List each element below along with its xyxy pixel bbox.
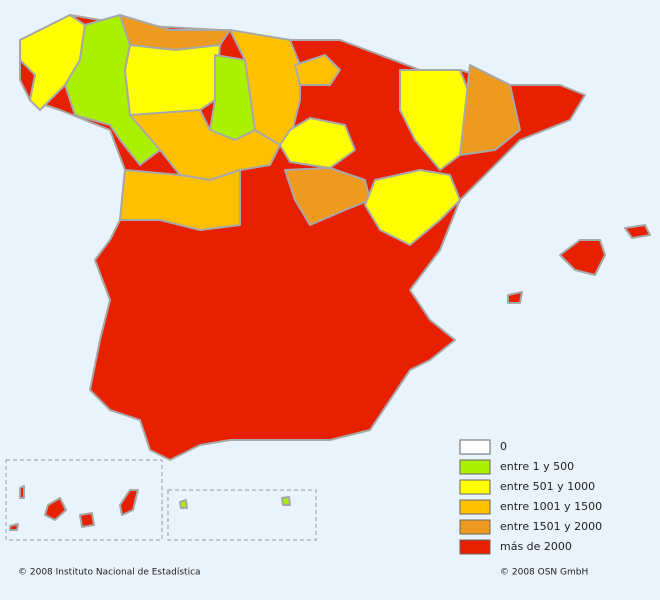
- legend-swatch: [459, 479, 491, 495]
- credit: © 2008 Instituto Nacional de Estadística: [18, 568, 201, 578]
- legend-label: 0: [500, 440, 507, 453]
- province: [119, 169, 241, 231]
- province: [284, 167, 371, 226]
- credit: © 2008 OSN GmbH: [500, 568, 588, 578]
- island: [9, 523, 19, 531]
- island: [507, 291, 523, 304]
- island: [19, 485, 25, 499]
- inset-frame: [167, 489, 317, 541]
- province: [124, 44, 221, 116]
- province: [294, 54, 341, 86]
- legend-swatch: [459, 439, 491, 455]
- legend-swatch: [459, 459, 491, 475]
- province: [399, 69, 471, 171]
- province: [279, 117, 356, 169]
- island: [281, 496, 291, 506]
- island: [179, 499, 188, 509]
- island: [624, 224, 651, 239]
- legend: 0 entre 1 y 500 entre 501 y 1000 entre 1001…: [459, 439, 602, 555]
- legend-label: entre 1001 y 1500: [500, 500, 602, 513]
- legend-label: más de 2000: [500, 540, 572, 553]
- province: [129, 109, 281, 181]
- province: [364, 169, 461, 246]
- legend-swatch: [459, 499, 491, 515]
- island: [559, 239, 606, 276]
- legend-label: entre 501 y 1000: [500, 480, 595, 493]
- inset-frame: [5, 459, 163, 541]
- legend-label: entre 1501 y 2000: [500, 520, 602, 533]
- legend-label: entre 1 y 500: [500, 460, 574, 473]
- legend-swatch: [459, 539, 491, 555]
- island: [119, 489, 139, 516]
- legend-swatch: [459, 519, 491, 535]
- island: [79, 512, 95, 528]
- island: [44, 497, 67, 521]
- province: [459, 64, 521, 156]
- province: [19, 14, 86, 111]
